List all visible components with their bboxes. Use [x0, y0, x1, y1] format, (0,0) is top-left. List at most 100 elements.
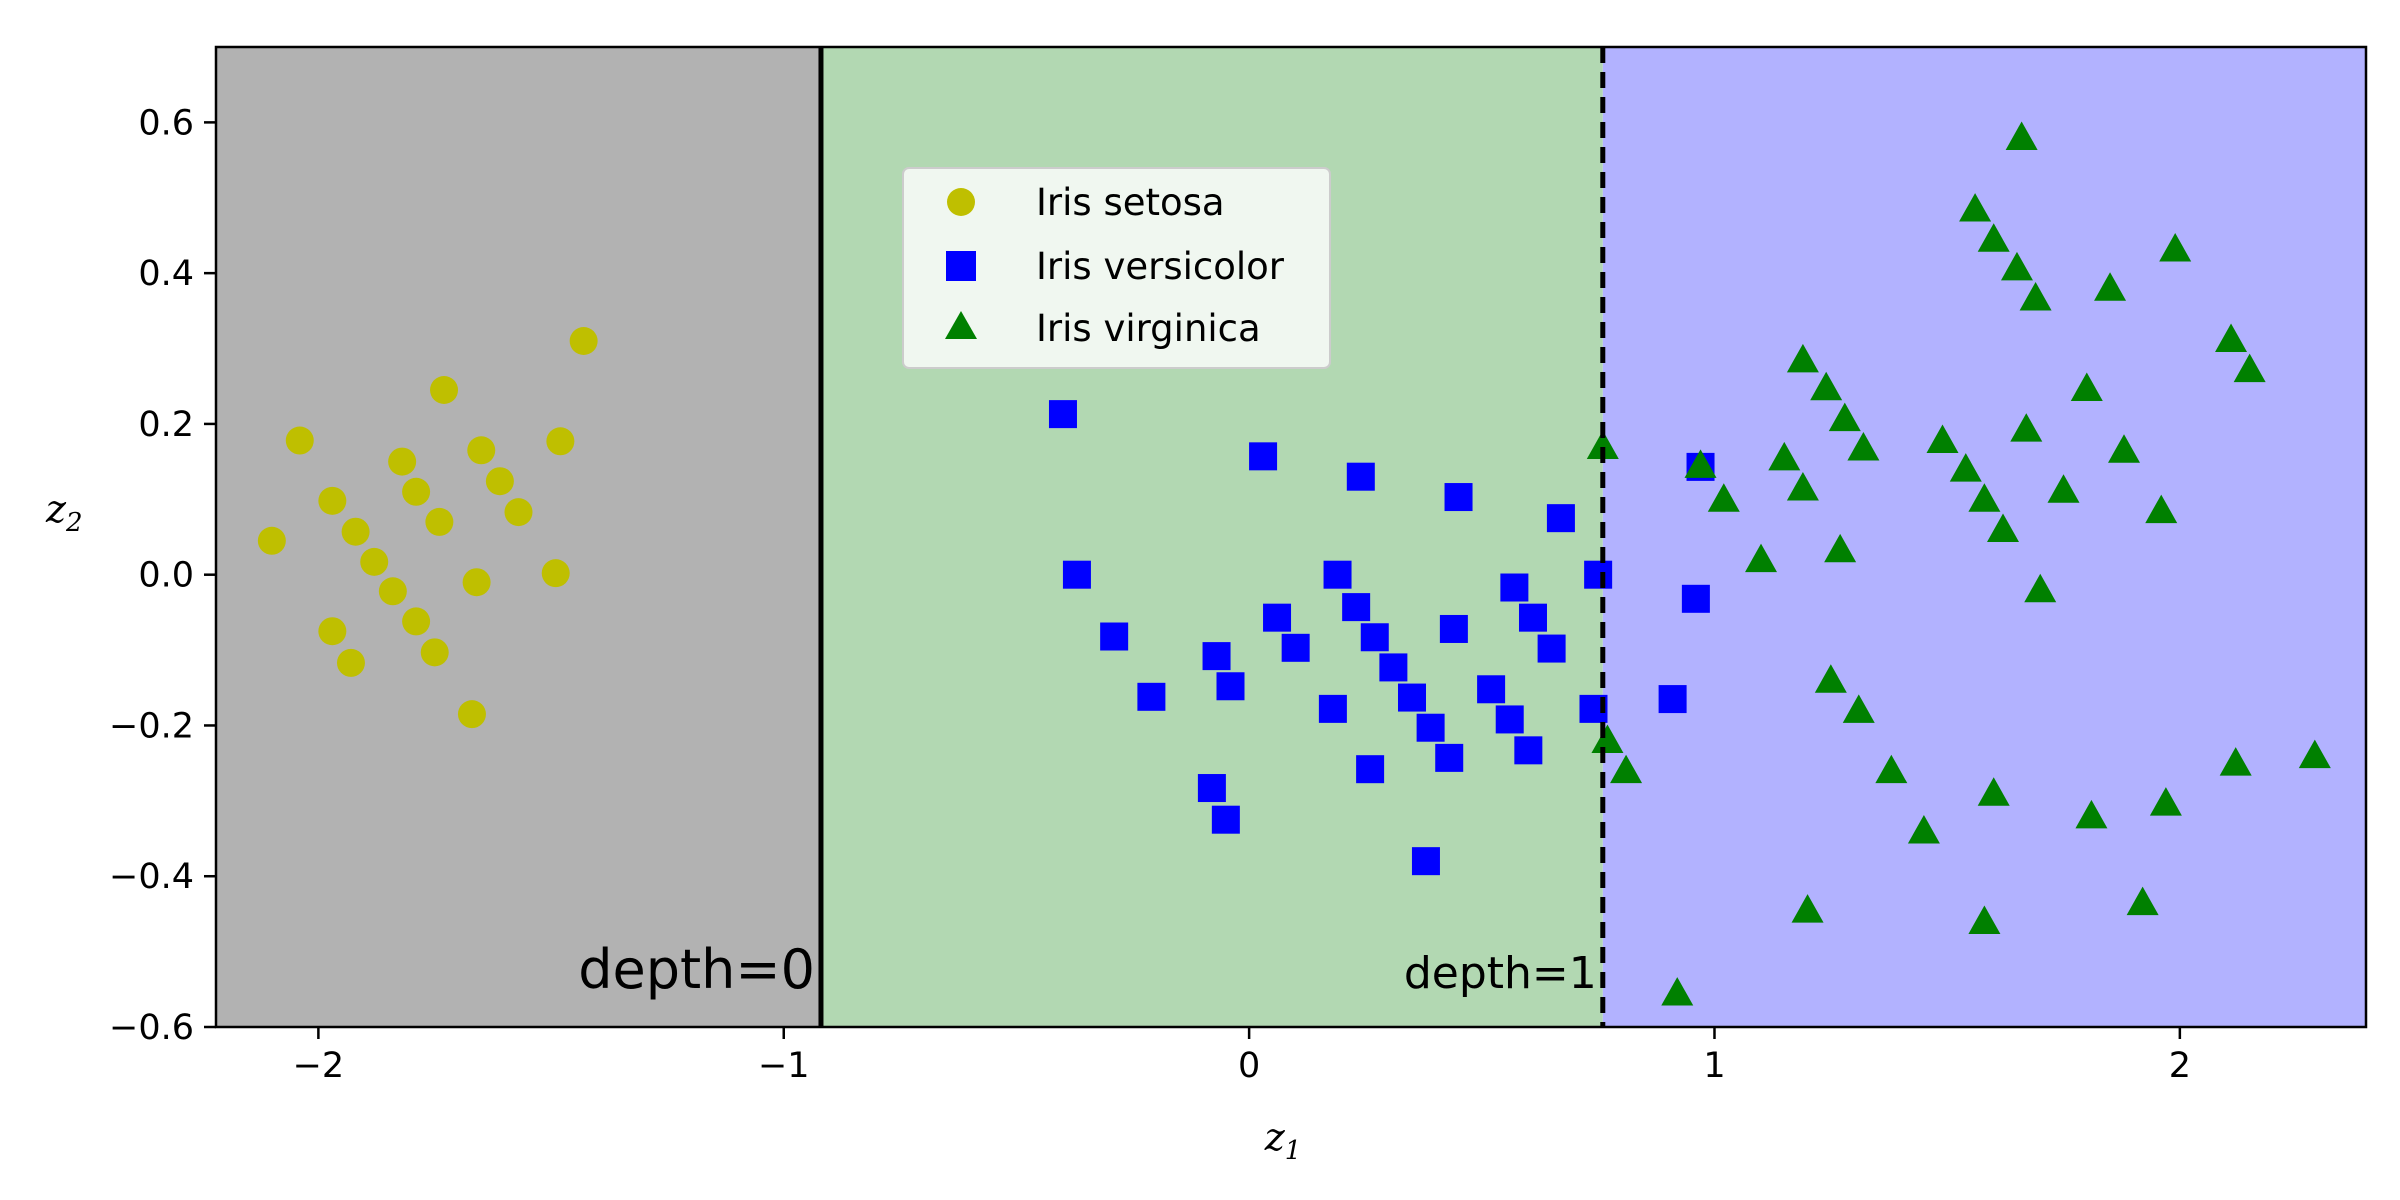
- iris-versicolor-point: [1416, 713, 1445, 742]
- iris-versicolor-point: [1514, 736, 1543, 765]
- iris-versicolor-point: [1197, 774, 1226, 803]
- iris-virginica-point: [1791, 894, 1824, 923]
- iris-versicolor-point: [1323, 560, 1352, 589]
- iris-setosa-point: [467, 436, 496, 465]
- y-tick-label: 0.2: [138, 405, 194, 445]
- iris-versicolor-point: [1537, 634, 1566, 663]
- iris-virginica-point: [1768, 441, 1801, 471]
- iris-setosa-point: [430, 376, 459, 404]
- iris-setosa-point: [318, 486, 347, 515]
- iris-virginica-point: [2075, 799, 2108, 829]
- y-tick-label: −0.2: [109, 706, 194, 746]
- iris-versicolor-point: [1342, 593, 1371, 622]
- legend-label-versicolor: Iris versicolor: [1036, 245, 1285, 288]
- legend-circle-marker: [947, 188, 975, 216]
- iris-virginica-point: [1786, 472, 1819, 501]
- iris-setosa-point: [504, 498, 533, 527]
- y-tick-label: 0.4: [138, 254, 194, 294]
- iris-versicolor-point: [1356, 755, 1385, 784]
- iris-virginica-point: [1977, 777, 2010, 806]
- iris-setosa-point: [336, 648, 365, 677]
- y-axis-label-main: z: [45, 487, 67, 531]
- iris-setosa-point: [420, 638, 449, 667]
- iris-setosa-point: [285, 426, 314, 455]
- iris-setosa-point: [546, 427, 575, 456]
- y-axis-ticks: −0.6 −0.4 −0.2 0.0 0.2 0.4 0.6: [109, 103, 216, 1048]
- iris-virginica-point: [2108, 434, 2141, 463]
- iris-setosa-point: [541, 559, 570, 588]
- iris-virginica-point: [2024, 573, 2057, 603]
- iris-setosa-point: [360, 547, 389, 576]
- iris-versicolor-point: [1444, 483, 1473, 512]
- iris-versicolor-point: [1318, 694, 1347, 723]
- legend-square-marker: [946, 251, 976, 281]
- iris-versicolor-point: [1211, 805, 1240, 834]
- iris-versicolor-point: [1249, 442, 1278, 471]
- iris-virginica-point: [1786, 343, 1819, 373]
- iris-virginica-point: [2159, 233, 2192, 262]
- iris-virginica-point: [2126, 886, 2159, 916]
- x-tick-label: 0: [1238, 1046, 1260, 1086]
- legend-item-setosa: Iris setosa: [947, 181, 1225, 224]
- decision-boundaries: [818, 47, 1606, 1027]
- iris-virginica-point: [2215, 323, 2248, 352]
- iris-virginica-point: [1959, 193, 1992, 222]
- iris-versicolor-point: [1100, 622, 1129, 651]
- iris-versicolor-point: [1681, 584, 1710, 613]
- iris-versicolor-point: [1477, 675, 1506, 704]
- iris-setosa-point: [318, 617, 347, 646]
- x-tick-label: 1: [1703, 1046, 1725, 1086]
- iris-setosa-point: [462, 568, 491, 597]
- iris-versicolor-point: [1216, 672, 1245, 701]
- plot-frame: [214, 45, 2368, 1029]
- iris-virginica-point: [1814, 664, 1847, 693]
- legend-box: [902, 167, 1331, 369]
- iris-virginica-point: [2000, 251, 2033, 281]
- depth-label-0: depth=0: [578, 938, 815, 1001]
- iris-versicolor-point: [1397, 683, 1426, 712]
- legend: Iris setosa Iris versicolor Iris virgini…: [902, 167, 1331, 369]
- legend-triangle-marker: [945, 311, 977, 339]
- depth-label-1: depth=1: [1404, 948, 1597, 999]
- depth-labels: depth=0 depth=1: [578, 938, 1597, 1001]
- iris-versicolor-point: [1439, 614, 1468, 643]
- iris-virginica-point: [1949, 453, 1982, 482]
- y-tick-label: 0.6: [138, 103, 194, 143]
- iris-virginica-point: [2298, 739, 2331, 769]
- iris-versicolor-point: [1435, 743, 1464, 772]
- iris-versicolor-point: [1062, 560, 1091, 589]
- legend-label-setosa: Iris setosa: [1036, 181, 1225, 224]
- iris-virginica-point: [1987, 513, 2020, 542]
- iris-virginica-point: [2094, 272, 2127, 301]
- x-axis-ticks: −2 −1 0 1 2: [293, 1027, 2191, 1086]
- x-axis-label-sub: 1: [1285, 1136, 1302, 1166]
- iris-virginica-point: [1828, 402, 1861, 432]
- iris-versicolor-point: [1360, 623, 1389, 652]
- iris-versicolor-point: [1518, 603, 1547, 632]
- iris-virginica-point: [1842, 694, 1875, 723]
- iris-setosa-point: [402, 607, 431, 636]
- legend-item-virginica: Iris virginica: [945, 307, 1261, 350]
- iris-virginica-point: [2019, 282, 2052, 311]
- iris-virginica-point: [2149, 787, 2182, 816]
- iris-setosa-point: [341, 517, 370, 546]
- iris-virginica-point: [1591, 724, 1624, 754]
- iris-virginica-point: [2145, 494, 2178, 524]
- iris-virginica-point: [1684, 449, 1717, 478]
- iris-virginica-point: [2219, 747, 2252, 776]
- iris-setosa-point: [485, 467, 514, 496]
- iris-versicolor-point: [1048, 400, 1077, 429]
- iris-setosa-point: [257, 526, 286, 555]
- x-axis-label-main: z: [1264, 1115, 1286, 1159]
- iris-virginica-point: [1661, 977, 1694, 1006]
- region-0: [216, 47, 821, 1027]
- y-tick-label: 0.0: [138, 556, 194, 596]
- data-points: [257, 121, 2331, 1006]
- iris-virginica-point: [2010, 413, 2043, 442]
- iris-setosa-point: [388, 447, 417, 476]
- y-axis-label-sub: 2: [65, 508, 83, 538]
- iris-versicolor-point: [1546, 504, 1575, 533]
- y-tick-label: −0.4: [109, 857, 194, 897]
- iris-virginica-point: [1926, 424, 1959, 453]
- iris-setosa-point: [569, 327, 598, 355]
